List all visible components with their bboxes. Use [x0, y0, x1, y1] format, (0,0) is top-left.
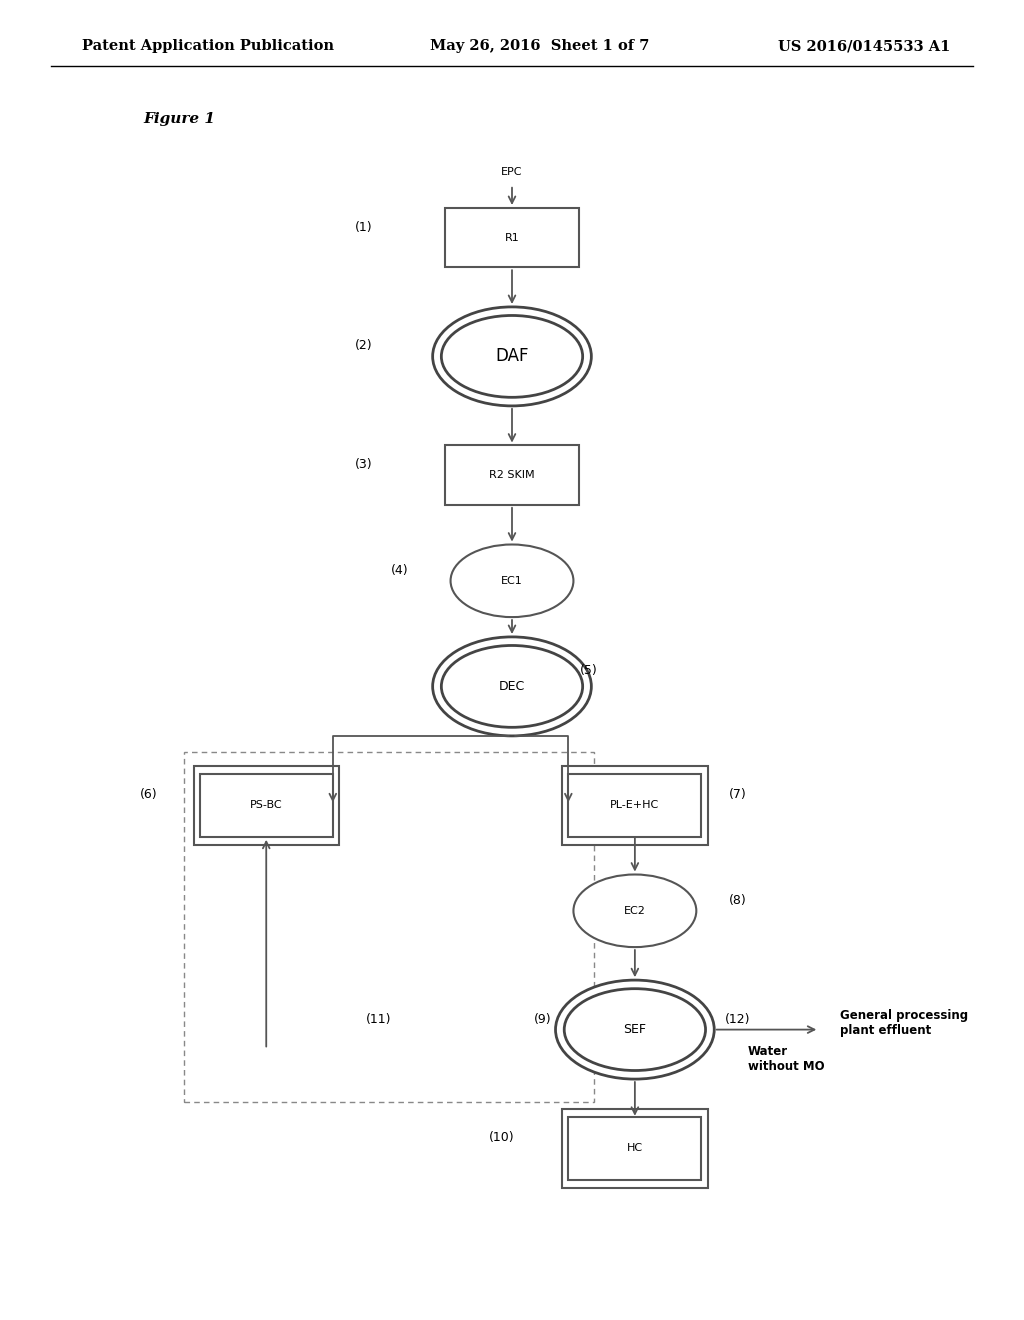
FancyBboxPatch shape [445, 445, 579, 504]
Text: PS-BC: PS-BC [250, 800, 283, 810]
FancyBboxPatch shape [194, 766, 339, 845]
Text: SEF: SEF [624, 1023, 646, 1036]
Ellipse shape [432, 306, 592, 407]
Ellipse shape [573, 874, 696, 948]
Text: General processing
plant effluent: General processing plant effluent [840, 1008, 968, 1038]
Text: R2 SKIM: R2 SKIM [489, 470, 535, 480]
Text: (6): (6) [139, 788, 158, 801]
Text: (1): (1) [354, 220, 373, 234]
FancyBboxPatch shape [562, 1109, 708, 1188]
Ellipse shape [564, 989, 706, 1071]
Ellipse shape [432, 636, 592, 737]
Ellipse shape [451, 544, 573, 616]
Text: (5): (5) [580, 664, 598, 677]
Text: Patent Application Publication: Patent Application Publication [82, 40, 334, 53]
Ellipse shape [555, 979, 715, 1080]
Text: R1: R1 [505, 232, 519, 243]
Text: (10): (10) [488, 1131, 515, 1144]
Text: DEC: DEC [499, 680, 525, 693]
Text: EC2: EC2 [624, 906, 646, 916]
Text: (11): (11) [367, 1012, 391, 1026]
Text: EPC: EPC [502, 166, 522, 177]
Text: Figure 1: Figure 1 [143, 112, 215, 125]
Text: (3): (3) [354, 458, 373, 471]
FancyBboxPatch shape [200, 774, 333, 837]
Text: (9): (9) [534, 1012, 552, 1026]
Ellipse shape [441, 645, 583, 727]
FancyBboxPatch shape [568, 774, 701, 837]
FancyBboxPatch shape [562, 766, 708, 845]
Text: (2): (2) [354, 339, 373, 352]
Text: (8): (8) [728, 894, 746, 907]
Text: HC: HC [627, 1143, 643, 1154]
Text: (7): (7) [728, 788, 746, 801]
Text: DAF: DAF [496, 347, 528, 366]
Text: EC1: EC1 [501, 576, 523, 586]
Text: Water
without MO: Water without MO [748, 1044, 824, 1073]
Text: PL-E+HC: PL-E+HC [610, 800, 659, 810]
Ellipse shape [441, 315, 583, 397]
Text: US 2016/0145533 A1: US 2016/0145533 A1 [778, 40, 950, 53]
Text: (12): (12) [725, 1012, 750, 1026]
Text: (4): (4) [390, 564, 409, 577]
FancyBboxPatch shape [445, 207, 579, 267]
FancyBboxPatch shape [568, 1117, 701, 1180]
Text: May 26, 2016  Sheet 1 of 7: May 26, 2016 Sheet 1 of 7 [430, 40, 649, 53]
